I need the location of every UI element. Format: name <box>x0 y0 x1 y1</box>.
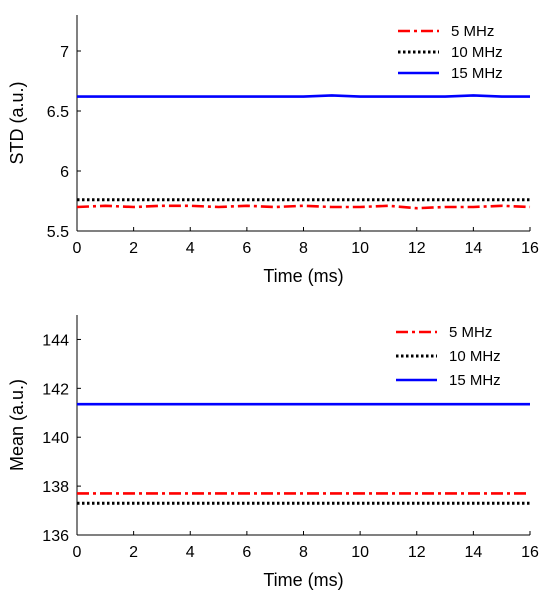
x-tick-label: 14 <box>464 544 482 561</box>
x-tick-label: 8 <box>299 240 308 257</box>
y-tick-label: 7 <box>60 44 69 61</box>
x-tick-label: 6 <box>242 240 251 257</box>
chart-2: 0 2 4 6 8 10 12 14 16 136 138 140 142 144 Time (ms) Mea… <box>7 315 539 590</box>
x-tick-label: 16 <box>521 544 539 561</box>
legend-label: 10 MHz <box>451 44 503 61</box>
legend-label: 15 MHz <box>449 372 501 389</box>
x-tick-label: 6 <box>242 544 251 561</box>
y-tick-label: 6.5 <box>47 104 69 121</box>
x-tick-label: 12 <box>408 240 426 257</box>
x-tick-label: 4 <box>186 544 195 561</box>
legend-label: 15 MHz <box>451 65 503 82</box>
x-tick-label: 0 <box>73 240 82 257</box>
x-tick-label: 12 <box>408 544 426 561</box>
x-axis-label: Time (ms) <box>263 266 343 286</box>
x-axis-label: Time (ms) <box>263 570 343 590</box>
x-tick-label: 2 <box>129 544 138 561</box>
y-tick-label: 5.5 <box>47 224 69 241</box>
legend-label: 5 MHz <box>449 324 492 341</box>
x-tick-label: 10 <box>351 544 369 561</box>
y-tick-label: 140 <box>42 430 69 447</box>
x-tick-label: 8 <box>299 544 308 561</box>
y-axis-label: STD (a.u.) <box>7 81 27 164</box>
legend: 5 MHz 10 MHz 15 MHz <box>396 324 501 389</box>
series-line-15-mhz <box>77 94 530 98</box>
legend: 5 MHz 10 MHz 15 MHz <box>398 23 503 82</box>
y-tick-label: 136 <box>42 528 69 545</box>
y-tick-label: 138 <box>42 479 69 496</box>
x-tick-label: 16 <box>521 240 539 257</box>
y-axis-label: Mean (a.u.) <box>7 379 27 471</box>
x-tick-label: 10 <box>351 240 369 257</box>
x-tick-label: 2 <box>129 240 138 257</box>
y-tick-label: 144 <box>42 332 69 349</box>
y-tick-label: 142 <box>42 381 69 398</box>
legend-label: 5 MHz <box>451 23 494 40</box>
legend-label: 10 MHz <box>449 348 501 365</box>
x-tick-label: 14 <box>464 240 482 257</box>
x-tick-label: 4 <box>186 240 195 257</box>
series-line-5-mhz <box>76 204 531 210</box>
y-tick-label: 6 <box>60 164 69 181</box>
x-tick-label: 0 <box>73 544 82 561</box>
chart-1: 0 2 4 6 8 10 12 14 16 5.5 6 6.5 7 Time (ms) STD (a.u.)… <box>7 15 539 286</box>
